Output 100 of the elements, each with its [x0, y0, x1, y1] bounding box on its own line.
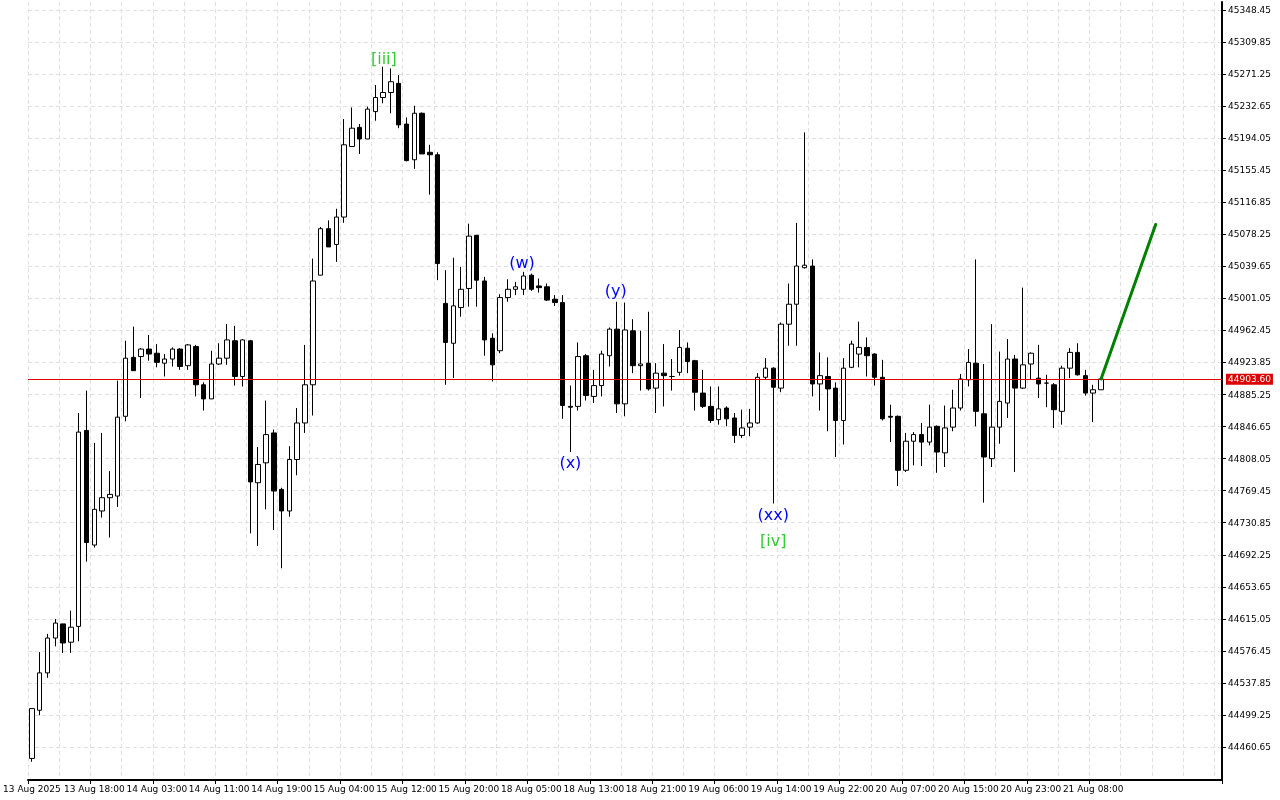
candlestick: [209, 350, 214, 400]
candlestick: [255, 446, 261, 547]
candlestick: [841, 357, 846, 446]
candlestick: [490, 332, 495, 382]
candlestick: [248, 339, 253, 534]
candlestick: [1090, 384, 1096, 423]
candlestick: [373, 84, 378, 122]
candlestick: [193, 344, 199, 397]
candlestick: [146, 334, 152, 362]
candlestick: [521, 271, 526, 296]
candlestick: [396, 74, 401, 129]
y-tick-label: 44808.05: [1228, 453, 1271, 464]
y-tick-label: 44730.85: [1228, 517, 1271, 528]
y-tick-label: 45271.25: [1228, 69, 1271, 80]
candlestick: [677, 329, 682, 377]
y-tick-label: 45116.85: [1228, 197, 1271, 208]
candlestick: [669, 358, 675, 392]
y-tick-label: 45155.45: [1228, 165, 1271, 176]
candlestick: [872, 352, 877, 387]
candlestick: [334, 208, 339, 263]
candlestick: [856, 321, 862, 368]
candlestick: [474, 234, 479, 308]
candlestick: [927, 404, 932, 446]
candlestick: [708, 385, 714, 424]
candlestick: [802, 131, 807, 270]
candlestick: [888, 404, 893, 443]
x-tick-label: 13 Aug 18:00: [63, 783, 125, 794]
candlestick: [1005, 338, 1010, 419]
candlestick: [622, 302, 628, 417]
candlestick: [279, 487, 284, 569]
candlestick: [68, 610, 74, 654]
candlestick: [700, 369, 706, 409]
candlestick: [37, 651, 42, 716]
candlestick: [1067, 347, 1073, 379]
candlestick: [934, 424, 940, 474]
candlestick: [76, 412, 81, 642]
candlestick: [412, 105, 417, 170]
annotation: (w): [509, 252, 535, 272]
candlestick: [755, 372, 760, 425]
x-tick-label: 20 Aug 23:00: [1000, 783, 1062, 794]
ref-line-label: 44903.60: [1228, 374, 1272, 385]
y-tick-label: 44923.85: [1228, 357, 1271, 368]
candlestick: [326, 219, 331, 248]
candlestick: [903, 432, 909, 473]
y-tick-label: 44460.65: [1228, 742, 1271, 753]
y-tick-label: 45194.05: [1228, 133, 1271, 144]
candlestick: [1028, 351, 1034, 381]
candlestick: [341, 118, 347, 224]
y-tick-label: 44885.25: [1228, 389, 1271, 400]
candlestick: [911, 431, 916, 466]
y-tick-label: 44846.65: [1228, 421, 1271, 432]
candlestick: [747, 408, 753, 437]
candlestick: [1044, 374, 1049, 408]
y-tick-label: 44769.45: [1228, 485, 1271, 496]
candlestick: [778, 322, 784, 393]
candlestick: [92, 442, 97, 549]
x-tick-label: 13 Aug 2025: [3, 783, 61, 794]
candlestick: [466, 223, 472, 308]
y-tick-label: 45039.65: [1228, 261, 1271, 272]
candlestick: [849, 340, 854, 369]
y-tick-label: 44692.25: [1228, 549, 1271, 560]
x-tick-label: 19 Aug 14:00: [750, 783, 812, 794]
candlestick: [817, 351, 823, 412]
candlestick: [599, 350, 604, 397]
candlestick: [583, 353, 589, 402]
candlestick: [443, 269, 448, 386]
candlestick: [997, 351, 1002, 445]
candlestick: [162, 353, 167, 377]
y-tick-label: 44615.05: [1228, 613, 1271, 624]
candlestick: [427, 144, 433, 196]
candlestick: [1083, 369, 1088, 397]
candlestick: [435, 151, 440, 281]
candlestick: [880, 359, 885, 421]
candlestick: [544, 282, 550, 302]
candlestick: [154, 343, 160, 368]
candlestick: [958, 373, 963, 412]
candlestick: [388, 67, 394, 114]
x-tick-label: 21 Aug 08:00: [1062, 783, 1124, 794]
x-tick-label: 15 Aug 20:00: [438, 783, 500, 794]
candlestick: [810, 258, 815, 397]
x-tick-label: 18 Aug 21:00: [625, 783, 687, 794]
candlestick: [661, 343, 667, 407]
candlestick: [560, 294, 565, 420]
candlestick: [505, 278, 511, 303]
y-tick-label: 44537.85: [1228, 677, 1271, 688]
candlestick: [575, 341, 581, 412]
candlestick: [825, 356, 831, 432]
candlestick: [552, 294, 558, 307]
x-tick-label: 20 Aug 15:00: [938, 783, 999, 794]
candlestick: [630, 318, 636, 374]
candlestick: [864, 336, 870, 377]
candlestick: [919, 422, 924, 467]
candlestick: [310, 258, 316, 416]
candlestick: [107, 470, 113, 539]
candlestick: [287, 445, 292, 518]
candlestick: [302, 344, 308, 434]
candlestick: [1098, 378, 1104, 391]
annotation: (y): [604, 280, 627, 300]
y-tick-label: 44962.45: [1228, 325, 1271, 336]
candlestick: [950, 389, 956, 432]
